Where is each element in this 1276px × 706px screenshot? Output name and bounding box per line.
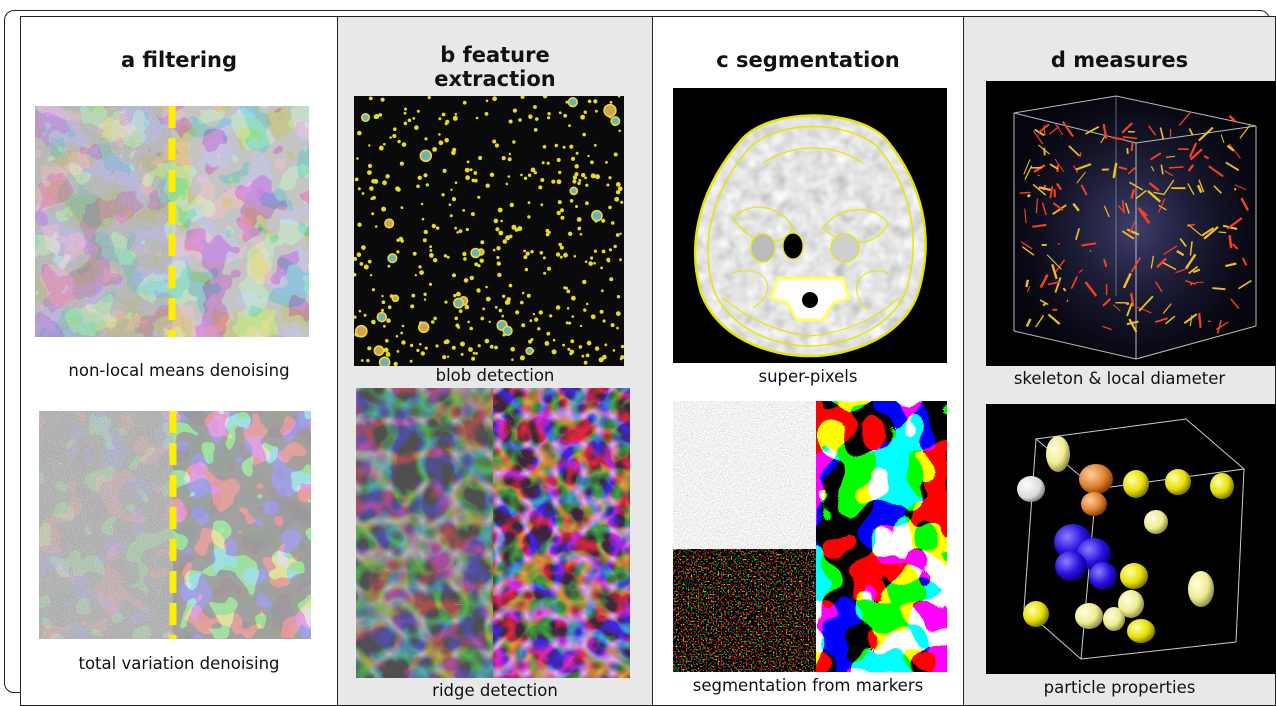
panel-filtering: a filtering xyxy=(20,16,338,706)
caption-nonlocal-means: non-local means denoising xyxy=(21,361,337,380)
caption-total-variation: total variation denoising xyxy=(21,654,337,673)
panel-b-title-line2: extraction xyxy=(338,68,652,90)
caption-blob-detection: blob detection xyxy=(338,366,652,385)
nonlocal-means-image xyxy=(35,106,309,337)
panel-a-title: a filtering xyxy=(21,49,337,71)
caption-super-pixels: super-pixels xyxy=(653,367,963,386)
total-variation-image xyxy=(39,411,311,639)
blob-detection-image xyxy=(354,96,624,366)
caption-skeleton-diameter: skeleton & local diameter xyxy=(964,369,1275,388)
panel-measures: d measures skeleton & local diameter xyxy=(964,16,1276,706)
panel-feature-extraction: b feature extraction blob detection xyxy=(338,16,653,706)
panel-b-title-line1: b feature xyxy=(338,44,652,66)
ridge-detection-image xyxy=(356,388,630,678)
particle-properties-image xyxy=(986,404,1276,674)
super-pixels-image xyxy=(673,88,947,363)
skeleton-diameter-image xyxy=(986,81,1276,366)
caption-ridge-detection: ridge detection xyxy=(338,681,652,700)
caption-particle-properties: particle properties xyxy=(964,678,1275,697)
panel-c-title: c segmentation xyxy=(653,49,963,71)
segmentation-markers-image xyxy=(673,401,947,672)
panel-d-title: d measures xyxy=(964,49,1275,71)
panel-segmentation: c segmentation xyxy=(653,16,964,706)
caption-segmentation-markers: segmentation from markers xyxy=(653,676,963,695)
